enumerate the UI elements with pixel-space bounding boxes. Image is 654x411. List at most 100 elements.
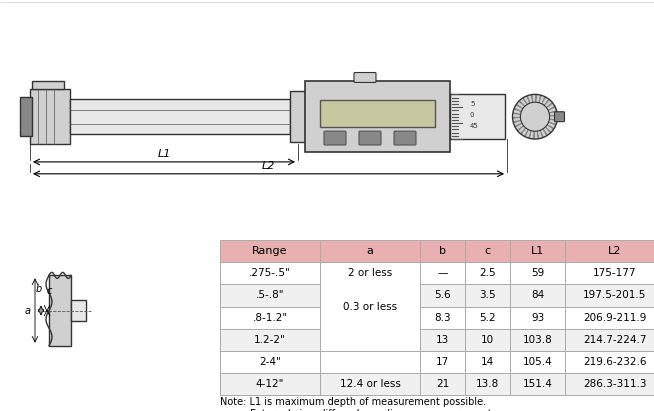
Wedge shape	[535, 100, 552, 117]
Wedge shape	[513, 117, 535, 126]
Text: L2: L2	[608, 246, 622, 256]
FancyBboxPatch shape	[555, 112, 564, 122]
Text: 2 or less: 2 or less	[348, 268, 392, 278]
Wedge shape	[513, 112, 535, 117]
FancyBboxPatch shape	[420, 329, 465, 351]
FancyBboxPatch shape	[420, 284, 465, 307]
Text: c: c	[485, 246, 490, 256]
Text: 206.9-211.9: 206.9-211.9	[583, 313, 647, 323]
Text: 8.3: 8.3	[434, 313, 451, 323]
Wedge shape	[517, 102, 535, 117]
Text: 10: 10	[481, 335, 494, 345]
FancyBboxPatch shape	[70, 99, 290, 134]
Wedge shape	[522, 117, 535, 136]
Wedge shape	[535, 114, 557, 117]
Text: 84: 84	[531, 291, 544, 300]
FancyBboxPatch shape	[324, 131, 346, 145]
Text: 13.8: 13.8	[476, 379, 499, 389]
Text: 214.7-224.7: 214.7-224.7	[583, 335, 647, 345]
Wedge shape	[535, 117, 542, 139]
Wedge shape	[520, 99, 535, 117]
Text: c: c	[46, 286, 52, 296]
FancyBboxPatch shape	[220, 240, 320, 262]
Wedge shape	[535, 117, 557, 124]
Wedge shape	[520, 117, 535, 135]
FancyBboxPatch shape	[450, 95, 505, 139]
FancyBboxPatch shape	[465, 329, 510, 351]
Wedge shape	[532, 95, 535, 117]
Text: L1: L1	[158, 149, 171, 159]
Wedge shape	[526, 95, 535, 117]
Wedge shape	[517, 117, 535, 132]
Text: 59: 59	[531, 268, 544, 278]
Wedge shape	[535, 117, 557, 119]
Text: a: a	[366, 246, 373, 256]
Wedge shape	[524, 96, 535, 117]
Text: 0.3 or less: 0.3 or less	[343, 302, 397, 312]
Wedge shape	[528, 117, 535, 139]
FancyBboxPatch shape	[49, 275, 71, 346]
Text: 4-12": 4-12"	[256, 379, 284, 389]
Text: L2: L2	[262, 161, 275, 171]
Text: .8-1.2": .8-1.2"	[252, 313, 288, 323]
Text: 103.8: 103.8	[523, 335, 553, 345]
Text: 21: 21	[436, 379, 449, 389]
FancyBboxPatch shape	[354, 72, 376, 83]
Text: Range: Range	[252, 246, 288, 256]
Wedge shape	[535, 104, 555, 117]
Text: 93: 93	[531, 313, 544, 323]
Wedge shape	[518, 117, 535, 133]
FancyBboxPatch shape	[290, 91, 305, 142]
Wedge shape	[515, 117, 535, 130]
Text: .275-.5": .275-.5"	[249, 268, 291, 278]
Wedge shape	[535, 117, 550, 135]
FancyBboxPatch shape	[305, 81, 450, 152]
FancyBboxPatch shape	[465, 307, 510, 329]
FancyBboxPatch shape	[465, 284, 510, 307]
Text: 5: 5	[470, 101, 474, 106]
FancyBboxPatch shape	[510, 240, 565, 262]
FancyBboxPatch shape	[30, 89, 70, 144]
Text: 14: 14	[481, 357, 494, 367]
Wedge shape	[513, 117, 535, 124]
FancyBboxPatch shape	[32, 81, 64, 89]
Wedge shape	[535, 112, 557, 117]
FancyBboxPatch shape	[510, 329, 565, 351]
FancyBboxPatch shape	[220, 262, 320, 284]
Wedge shape	[528, 95, 535, 117]
FancyBboxPatch shape	[320, 100, 435, 127]
Text: a: a	[25, 305, 31, 316]
Text: 2-4": 2-4"	[259, 357, 281, 367]
Wedge shape	[513, 117, 535, 121]
FancyBboxPatch shape	[220, 329, 320, 351]
Text: 286.3-311.3: 286.3-311.3	[583, 379, 647, 389]
FancyBboxPatch shape	[71, 300, 86, 321]
Circle shape	[521, 102, 549, 131]
Text: 5.2: 5.2	[479, 313, 496, 323]
Wedge shape	[535, 95, 538, 117]
FancyBboxPatch shape	[565, 373, 654, 395]
FancyBboxPatch shape	[510, 284, 565, 307]
Text: 5.6: 5.6	[434, 291, 451, 300]
Wedge shape	[535, 117, 552, 133]
FancyBboxPatch shape	[565, 284, 654, 307]
Wedge shape	[535, 102, 553, 117]
Text: External view differs depending on measurement range.: External view differs depending on measu…	[250, 409, 526, 411]
FancyBboxPatch shape	[465, 240, 510, 262]
FancyBboxPatch shape	[465, 373, 510, 395]
FancyBboxPatch shape	[510, 373, 565, 395]
Text: 45: 45	[470, 123, 479, 129]
Wedge shape	[535, 117, 538, 139]
Wedge shape	[535, 117, 555, 130]
Wedge shape	[535, 95, 542, 117]
Wedge shape	[535, 117, 544, 138]
FancyBboxPatch shape	[220, 373, 320, 395]
FancyBboxPatch shape	[220, 284, 320, 307]
Wedge shape	[535, 106, 555, 117]
FancyBboxPatch shape	[420, 373, 465, 395]
FancyBboxPatch shape	[565, 240, 654, 262]
Text: Note: L1 is maximum depth of measurement possible.: Note: L1 is maximum depth of measurement…	[220, 397, 486, 407]
Wedge shape	[513, 108, 535, 117]
Text: 197.5-201.5: 197.5-201.5	[583, 291, 647, 300]
Wedge shape	[535, 117, 540, 139]
